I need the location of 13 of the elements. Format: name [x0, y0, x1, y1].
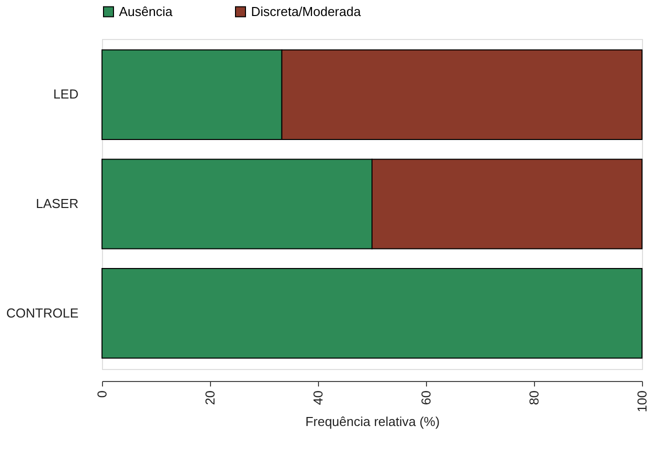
bar [102, 268, 642, 359]
y-tick-label: CONTROLE [6, 305, 79, 320]
y-tick-label: LASER [36, 196, 78, 211]
legend-label: Ausência [119, 4, 174, 19]
x-axis-title: Frequência relativa (%) [305, 414, 440, 430]
x-tick-label: 80 [526, 390, 542, 405]
y-tick-label: LED [53, 86, 78, 102]
x-tick-label: 20 [202, 390, 218, 405]
x-tick-label: 0 [94, 390, 110, 398]
x-tick-label: 60 [418, 390, 434, 405]
x-tick-label: 100 [634, 390, 650, 412]
x-tick-label: 40 [310, 390, 326, 405]
legend-label: Discreta/Moderada [251, 4, 362, 19]
